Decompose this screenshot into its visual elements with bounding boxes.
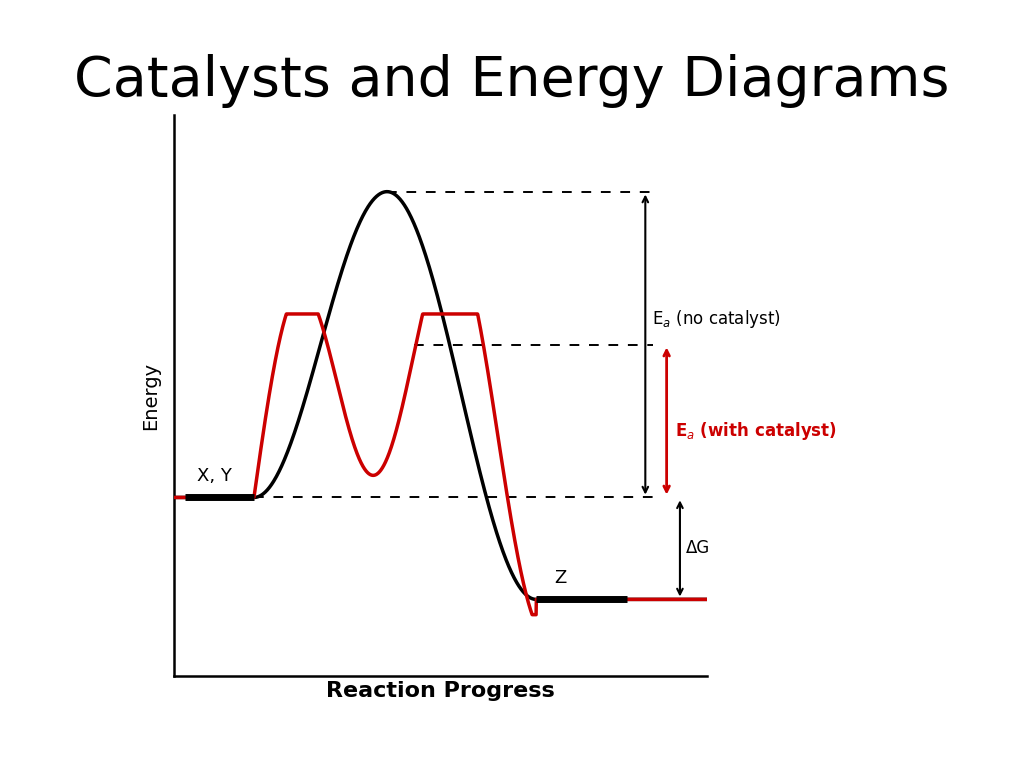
Text: E$_a$ (no catalyst): E$_a$ (no catalyst) (651, 308, 780, 330)
Text: Z: Z (554, 568, 566, 587)
Text: Catalysts and Energy Diagrams: Catalysts and Energy Diagrams (75, 54, 949, 108)
Text: E$_a$ (with catalyst): E$_a$ (with catalyst) (675, 420, 837, 442)
Text: ΔG: ΔG (686, 539, 711, 558)
Y-axis label: Energy: Energy (141, 362, 160, 429)
Text: X, Y: X, Y (197, 467, 231, 485)
X-axis label: Reaction Progress: Reaction Progress (326, 681, 555, 701)
